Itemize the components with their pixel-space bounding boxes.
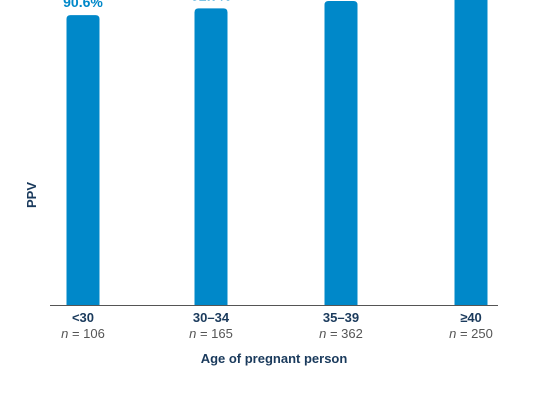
value-label-1: 92.7% xyxy=(191,0,231,3)
n-label-1: n = 165 xyxy=(189,326,233,341)
x-axis-title: Age of pregnant person xyxy=(201,351,348,366)
y-axis-title: PPV xyxy=(24,182,39,208)
category-labels-layer: <30 30–34 35–39 ≥40 xyxy=(72,310,482,325)
n-label-prefix: n xyxy=(189,326,196,341)
category-label-3: ≥40 xyxy=(460,310,482,325)
category-label-1: 30–34 xyxy=(193,310,230,325)
n-label-value: = 106 xyxy=(68,326,105,341)
bar-1 xyxy=(194,8,228,306)
n-label-prefix: n xyxy=(61,326,68,341)
n-label-value: = 362 xyxy=(326,326,363,341)
bars-layer xyxy=(66,0,488,306)
value-label-0: 90.6% xyxy=(63,0,103,10)
n-label-0: n = 106 xyxy=(61,326,105,341)
bar-2 xyxy=(324,1,358,305)
category-label-0: <30 xyxy=(72,310,94,325)
n-label-3: n = 250 xyxy=(449,326,493,341)
n-labels-layer: n = 106 n = 165 n = 362 n = 250 xyxy=(61,326,493,341)
n-label-2: n = 362 xyxy=(319,326,363,341)
bar-0 xyxy=(66,15,100,306)
n-label-value: = 250 xyxy=(456,326,493,341)
n-label-prefix: n xyxy=(319,326,326,341)
n-label-value: = 165 xyxy=(196,326,233,341)
bar-3 xyxy=(454,0,488,305)
category-label-2: 35–39 xyxy=(323,310,359,325)
value-labels-layer: 90.6%92.7%95.0%97.6% xyxy=(63,0,231,10)
n-label-prefix: n xyxy=(449,326,456,341)
